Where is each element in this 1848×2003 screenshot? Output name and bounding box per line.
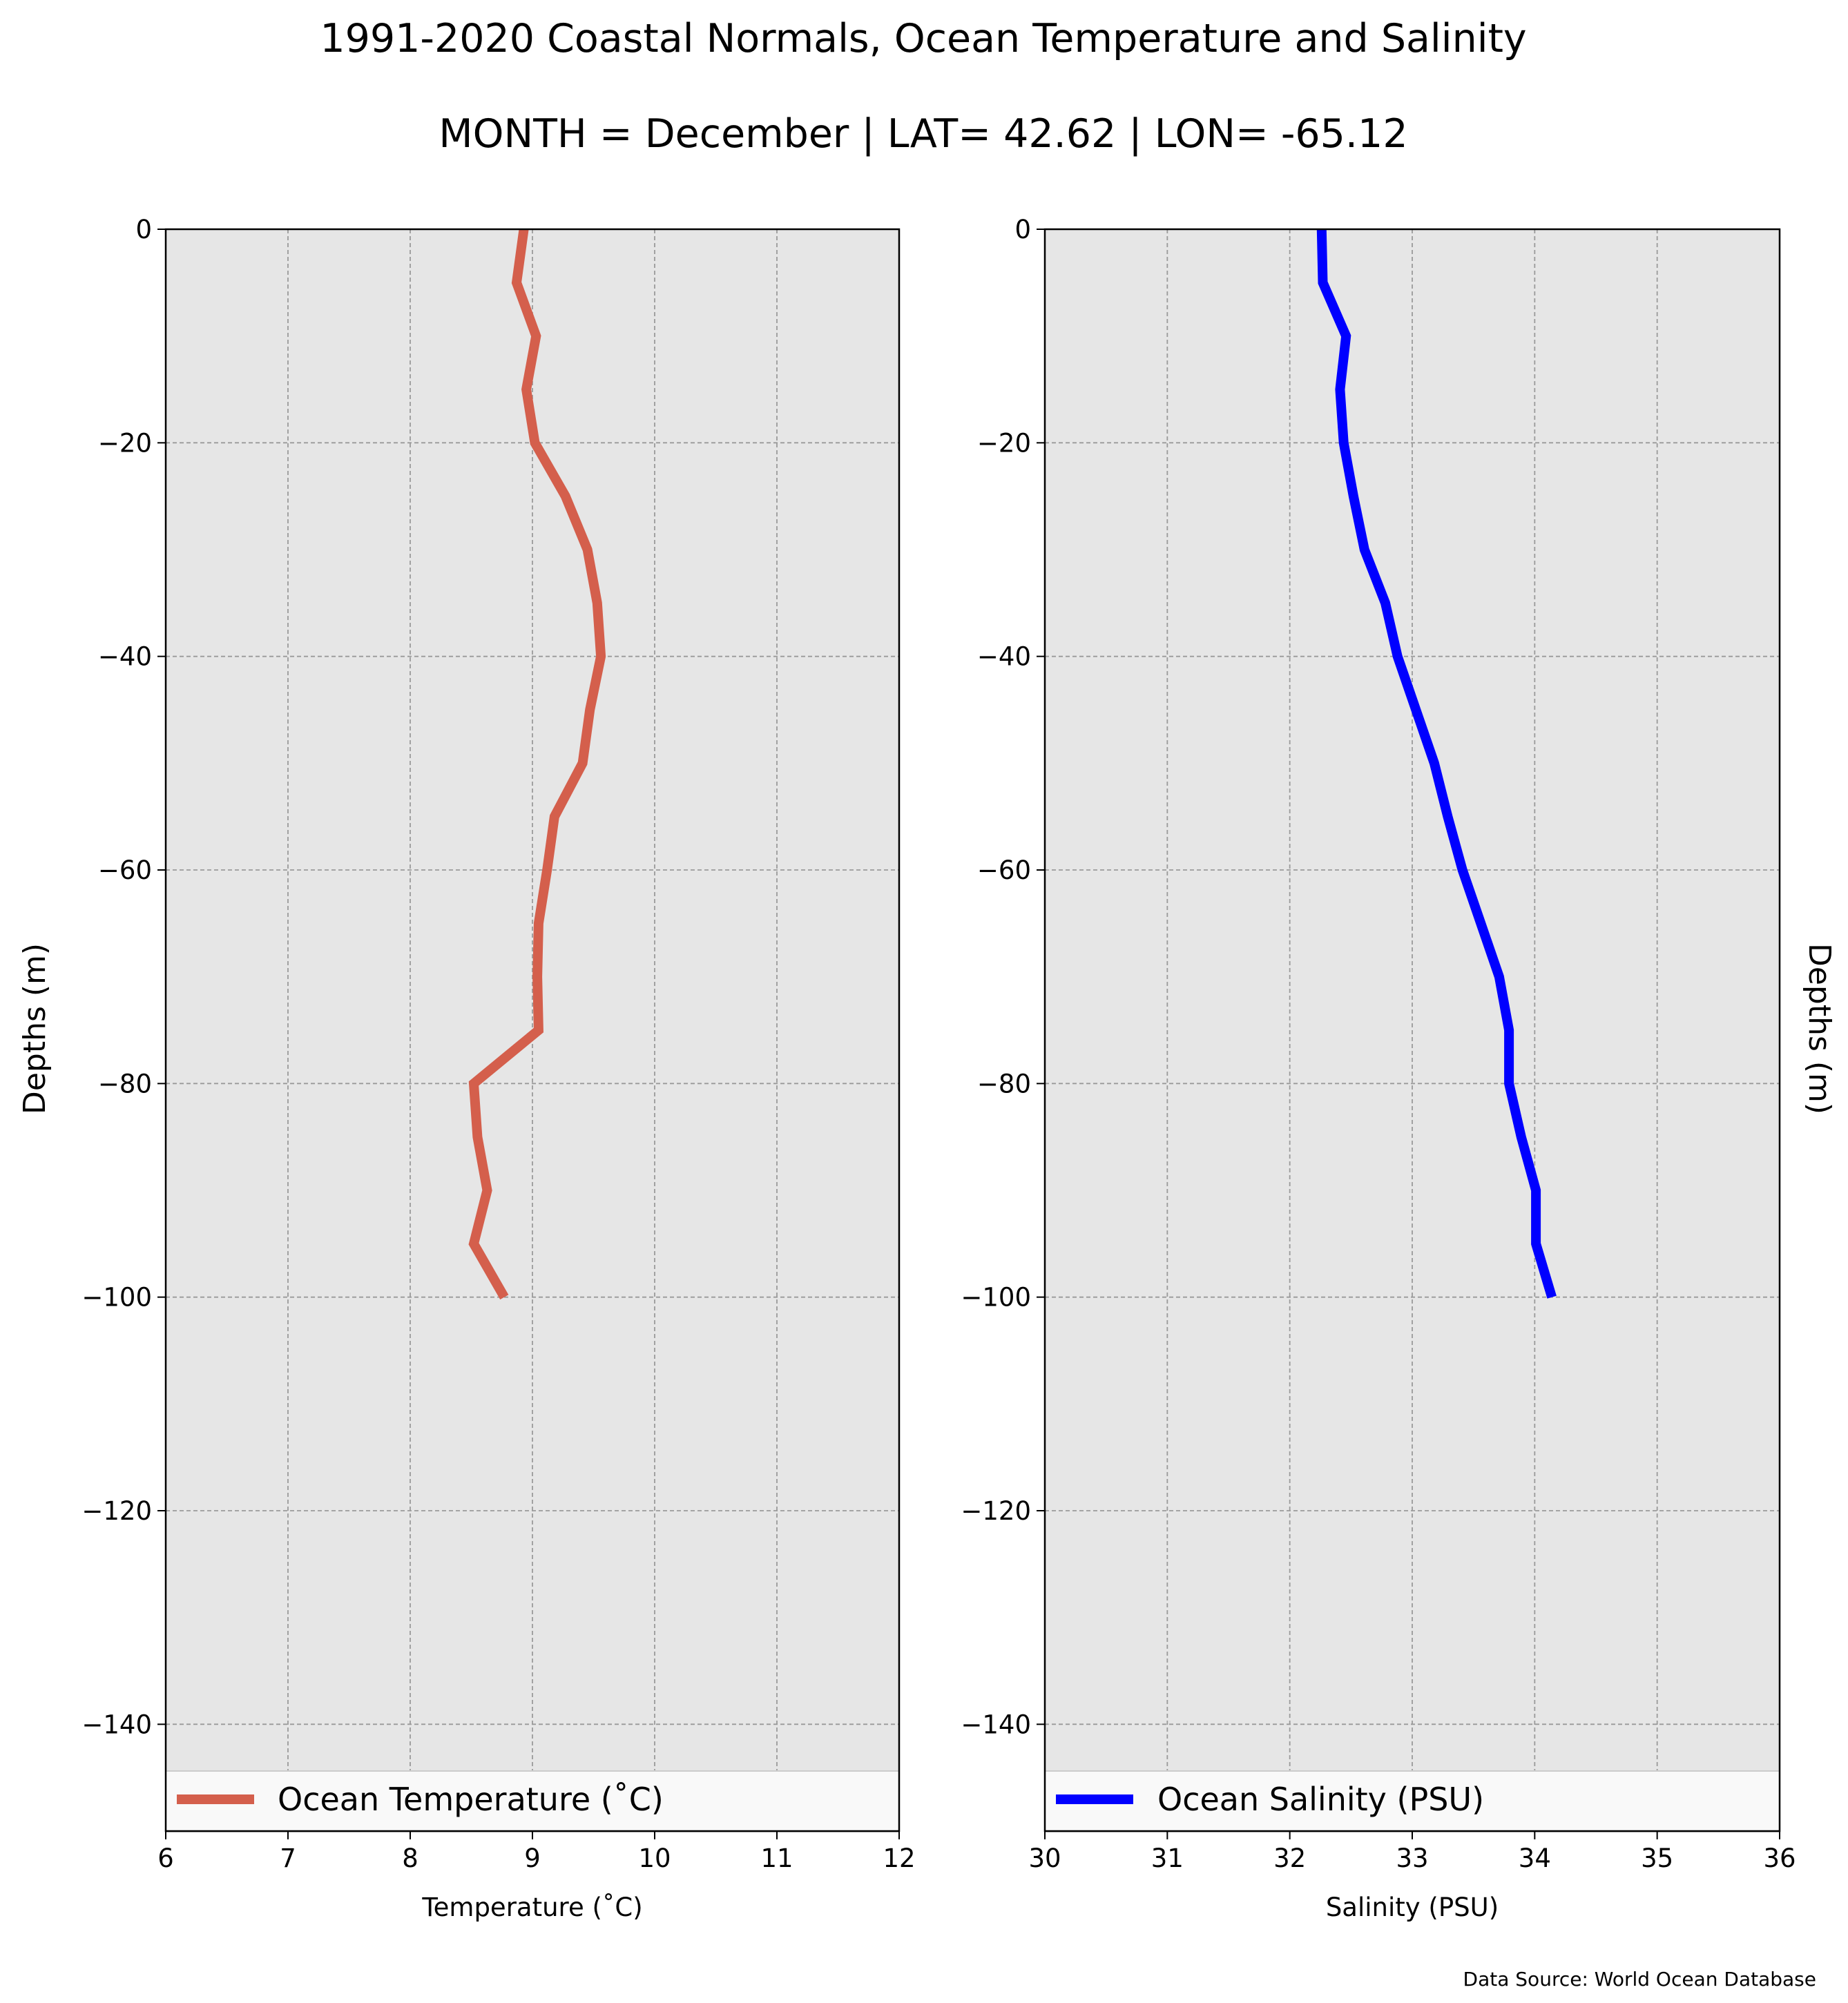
salinity-y-axis-label: Depths (m) (1802, 943, 1837, 1114)
salinity-x-tick-label: 35 (1641, 1844, 1673, 1873)
temperature-x-tick-label: 10 (638, 1844, 671, 1873)
figure-title: 1991-2020 Coastal Normals, Ocean Tempera… (320, 16, 1526, 61)
temperature-panel: Ocean Temperature (˚C) 6 7 8 9 10 11 12 0 −20 −4… (17, 215, 916, 1922)
salinity-x-tick-label: 32 (1273, 1844, 1306, 1873)
salinity-legend-label: Ocean Salinity (PSU) (1157, 1781, 1484, 1818)
temperature-legend: Ocean Temperature (˚C) (165, 1770, 900, 1832)
temperature-x-tick-label: 8 (402, 1844, 418, 1873)
temperature-y-tick-label: −140 (81, 1710, 152, 1739)
temperature-x-ticks: 6 7 8 9 10 11 12 (157, 1831, 916, 1873)
salinity-series (1316, 229, 1557, 1299)
salinity-legend: Ocean Salinity (PSU) (1044, 1770, 1780, 1832)
temperature-y-tick-label: −120 (81, 1496, 152, 1526)
salinity-x-tick-label: 33 (1396, 1844, 1428, 1873)
salinity-y-tick-label: −40 (977, 642, 1031, 672)
salinity-y-tick-label: −100 (961, 1283, 1031, 1313)
salinity-x-tick-label: 34 (1519, 1844, 1551, 1873)
salinity-y-tick-label: 0 (1014, 215, 1031, 244)
temperature-y-tick-label: −20 (98, 428, 152, 458)
salinity-x-axis-label: Salinity (PSU) (1326, 1893, 1499, 1922)
figure-subtitle: MONTH = December | LAT= 42.62 | LON= -65… (439, 111, 1407, 157)
salinity-y-tick-label: −60 (977, 855, 1031, 885)
temperature-y-tick-label: −100 (81, 1283, 152, 1313)
salinity-y-tick-label: −80 (977, 1069, 1031, 1099)
data-source-note: Data Source: World Ocean Database (1463, 1968, 1816, 1991)
salinity-y-tick-label: −120 (961, 1496, 1031, 1526)
salinity-x-ticks: 30 31 32 33 34 35 36 (1028, 1831, 1796, 1873)
temperature-profile-line (468, 229, 606, 1300)
temperature-x-tick-label: 11 (760, 1844, 793, 1873)
salinity-profile-line (1316, 229, 1557, 1299)
temperature-y-ticks: 0 −20 −40 −60 −80 −100 −120 −140 (81, 215, 166, 1739)
temperature-y-tick-label: −80 (98, 1069, 152, 1099)
temperature-x-tick-label: 6 (157, 1844, 174, 1873)
temperature-x-tick-label: 9 (524, 1844, 541, 1873)
temperature-y-tick-label: 0 (135, 215, 152, 244)
salinity-y-ticks: 0 −20 −40 −60 −80 −100 −120 −140 (961, 215, 1045, 1739)
salinity-x-tick-label: 30 (1028, 1844, 1061, 1873)
temperature-y-axis-label: Depths (m) (17, 943, 52, 1114)
temperature-x-tick-label: 7 (280, 1844, 296, 1873)
temperature-y-tick-label: −60 (98, 855, 152, 885)
salinity-x-tick-label: 36 (1763, 1844, 1796, 1873)
salinity-x-tick-label: 31 (1151, 1844, 1184, 1873)
temperature-x-axis-label: Temperature (˚C) (421, 1893, 642, 1922)
temperature-legend-label: Ocean Temperature (˚C) (278, 1781, 664, 1818)
salinity-panel: Ocean Salinity (PSU) 30 31 32 33 34 35 36 0 −20… (961, 215, 1837, 1922)
salinity-y-tick-label: −20 (977, 428, 1031, 458)
temperature-y-tick-label: −40 (98, 642, 152, 672)
temperature-series (468, 229, 606, 1300)
temperature-x-tick-label: 12 (883, 1844, 915, 1873)
salinity-y-tick-label: −140 (961, 1710, 1031, 1739)
